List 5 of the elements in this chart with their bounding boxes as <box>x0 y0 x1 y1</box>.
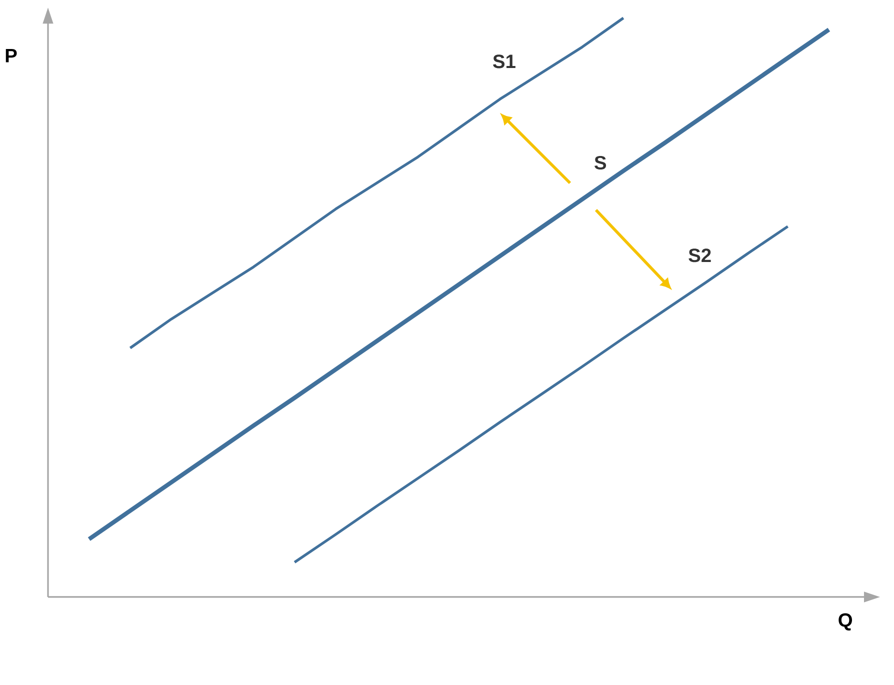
series-label: S1 <box>493 54 516 68</box>
y-axis-title: P <box>6 49 17 62</box>
series-label: S2 <box>688 248 711 262</box>
x-axis-title: Q <box>838 613 852 630</box>
series-label: S <box>594 156 606 170</box>
